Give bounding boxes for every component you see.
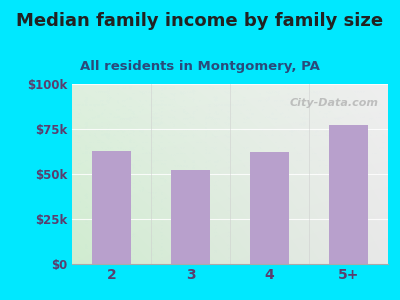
Bar bbox=[250, 152, 289, 264]
Bar bbox=[329, 125, 368, 264]
Text: Median family income by family size: Median family income by family size bbox=[16, 12, 384, 30]
Text: All residents in Montgomery, PA: All residents in Montgomery, PA bbox=[80, 60, 320, 73]
Text: City-Data.com: City-Data.com bbox=[290, 98, 378, 108]
Bar bbox=[92, 151, 131, 264]
Bar bbox=[171, 170, 210, 264]
